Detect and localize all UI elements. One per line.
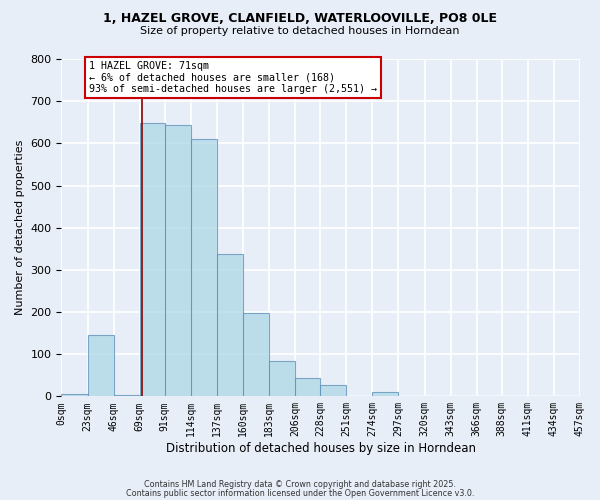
Bar xyxy=(217,254,243,396)
Bar xyxy=(269,362,295,396)
Bar xyxy=(61,394,88,396)
Text: 1 HAZEL GROVE: 71sqm
← 6% of detached houses are smaller (168)
93% of semi-detac: 1 HAZEL GROVE: 71sqm ← 6% of detached ho… xyxy=(89,61,377,94)
X-axis label: Distribution of detached houses by size in Horndean: Distribution of detached houses by size … xyxy=(166,442,476,455)
Bar xyxy=(164,125,191,396)
Bar xyxy=(295,378,320,396)
Bar xyxy=(320,386,346,396)
Text: Contains public sector information licensed under the Open Government Licence v3: Contains public sector information licen… xyxy=(126,489,474,498)
Text: Size of property relative to detached houses in Horndean: Size of property relative to detached ho… xyxy=(140,26,460,36)
Bar xyxy=(113,395,140,396)
Bar xyxy=(243,313,269,396)
Bar xyxy=(373,392,398,396)
Text: 1, HAZEL GROVE, CLANFIELD, WATERLOOVILLE, PO8 0LE: 1, HAZEL GROVE, CLANFIELD, WATERLOOVILLE… xyxy=(103,12,497,26)
Text: Contains HM Land Registry data © Crown copyright and database right 2025.: Contains HM Land Registry data © Crown c… xyxy=(144,480,456,489)
Y-axis label: Number of detached properties: Number of detached properties xyxy=(15,140,25,316)
Bar xyxy=(140,123,164,396)
Bar xyxy=(88,335,113,396)
Bar xyxy=(191,139,217,396)
